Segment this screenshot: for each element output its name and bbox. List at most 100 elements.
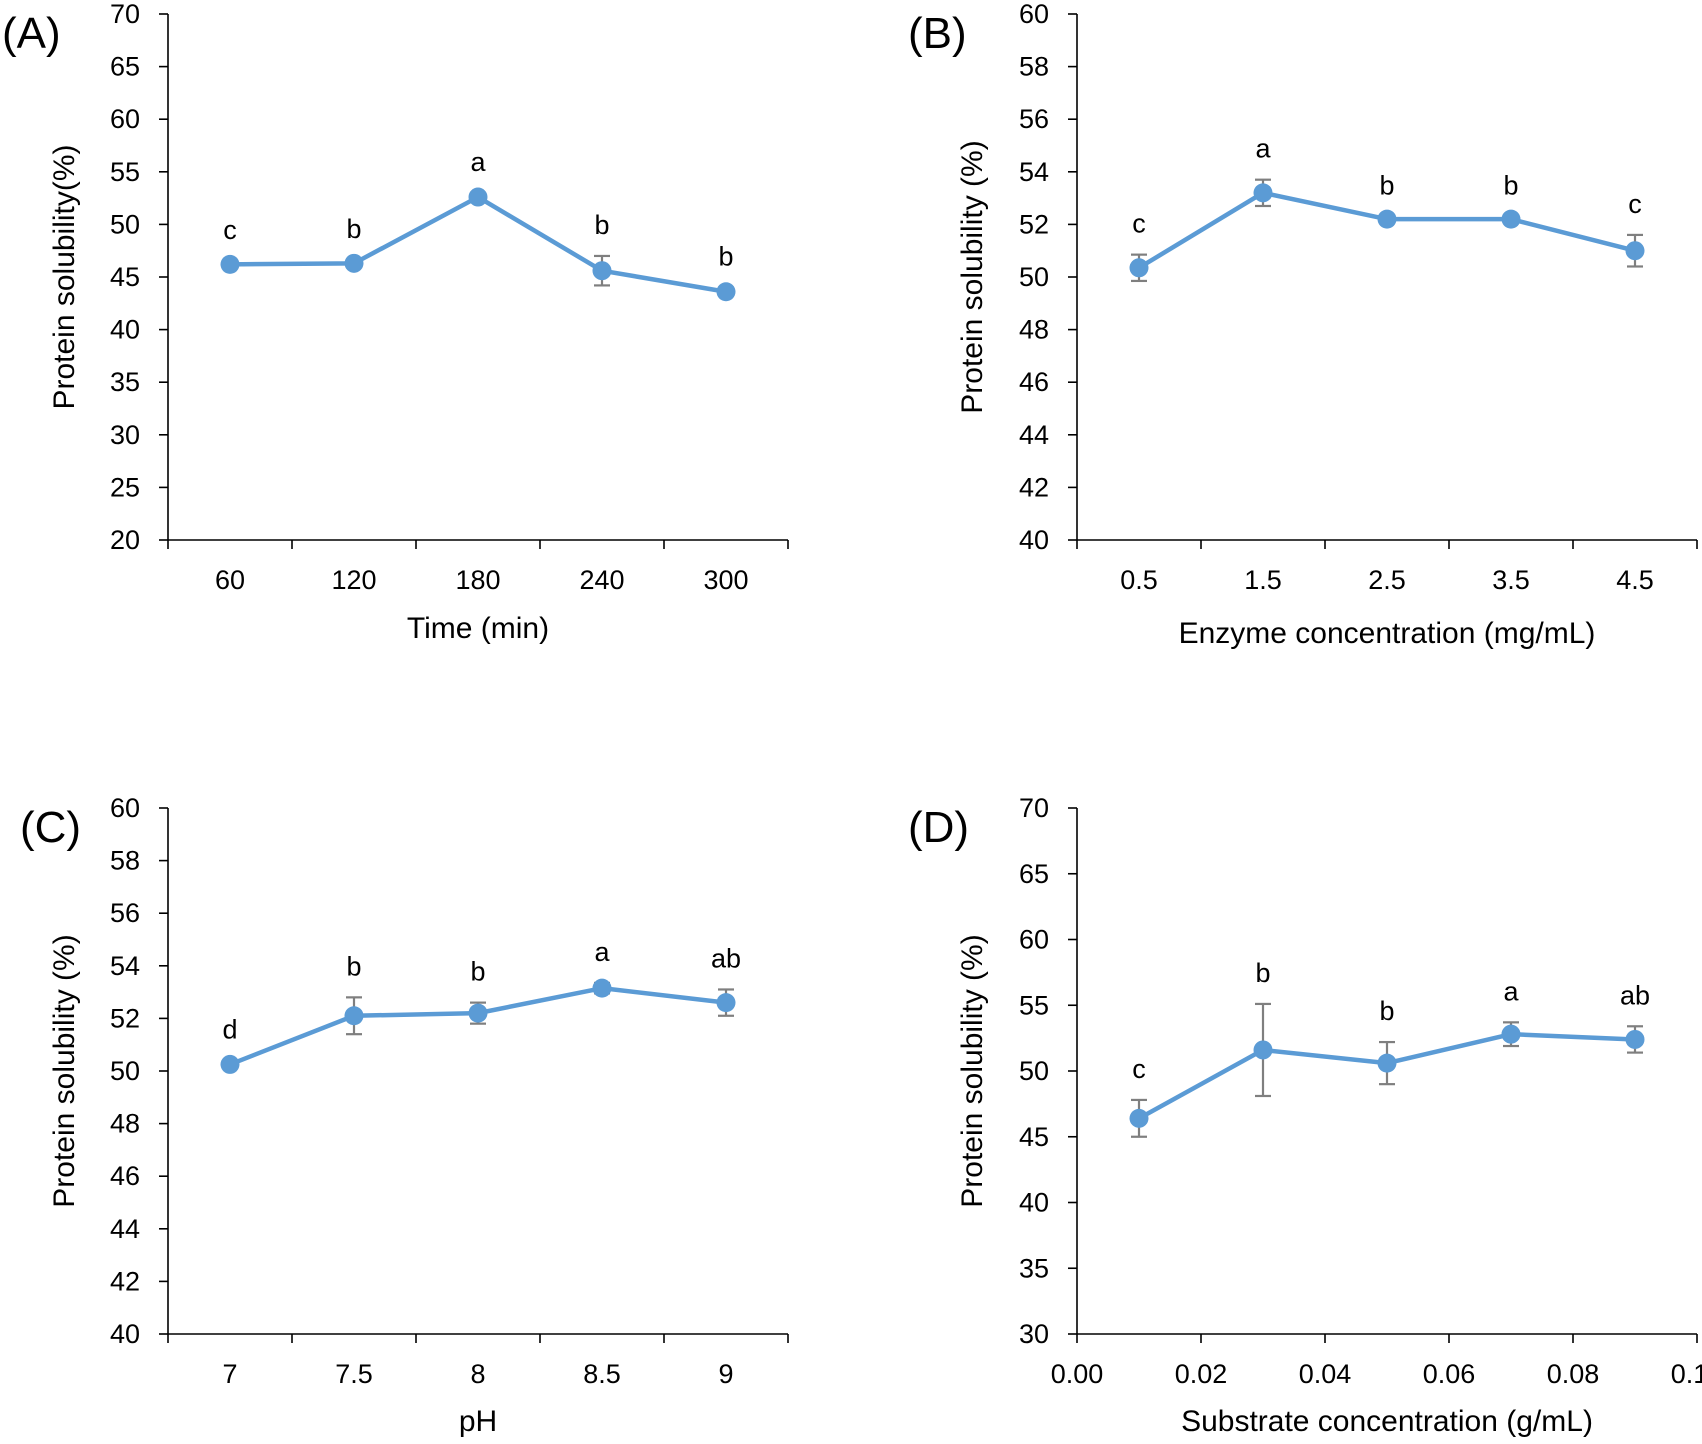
significance-letter: a xyxy=(594,937,610,967)
series-line xyxy=(229,194,727,294)
significance-letter: ab xyxy=(711,943,741,973)
significance-letter: b xyxy=(718,242,733,272)
y-tick-label: 65 xyxy=(110,52,140,82)
x-axis-label: Enzyme concentration (mg/mL) xyxy=(1179,617,1596,650)
x-tick-label: 120 xyxy=(331,565,376,595)
y-tick-label: 40 xyxy=(1019,1188,1049,1218)
panel-label: (D) xyxy=(908,803,969,852)
significance-letter: c xyxy=(1132,209,1146,239)
y-tick-label: 20 xyxy=(110,525,140,555)
x-axis-label: pH xyxy=(459,1405,497,1438)
chart-panel-c: 40 42 44 46 48 50 52 54 56 58 60 7 7.5 8 8.5 9 pH Protein… xyxy=(20,793,789,1438)
x-tick-label: 0.00 xyxy=(1051,1359,1104,1389)
data-point xyxy=(592,978,612,998)
y-tick-label: 35 xyxy=(110,367,140,397)
x-tick-label: 0.02 xyxy=(1175,1359,1228,1389)
x-tick-label: 1.5 xyxy=(1244,565,1282,595)
y-tick-label: 60 xyxy=(1019,925,1049,955)
x-tick-label: 300 xyxy=(703,565,748,595)
y-tick-label: 40 xyxy=(110,315,140,345)
data-point xyxy=(1129,258,1149,278)
y-tick-label: 50 xyxy=(110,1056,140,1086)
y-tick-label: 70 xyxy=(1019,793,1049,823)
y-tick-label: 50 xyxy=(1019,262,1049,292)
y-tick-label: 48 xyxy=(110,1109,140,1139)
x-tick-label: 0.06 xyxy=(1423,1359,1476,1389)
y-tick-label: 44 xyxy=(110,1214,140,1244)
significance-letter: d xyxy=(222,1014,237,1044)
y-tick-label: 70 xyxy=(110,0,140,29)
data-point xyxy=(344,253,364,273)
y-tick-label: 45 xyxy=(1019,1122,1049,1152)
x-axis-label: Substrate concentration (g/mL) xyxy=(1181,1405,1593,1438)
chart-panel-a: 20 25 30 35 40 45 50 55 60 65 70 60 120 180 240 300 Time… xyxy=(2,0,789,645)
x-tick-label: 0.08 xyxy=(1547,1359,1600,1389)
significance-letter: a xyxy=(1255,134,1271,164)
y-tick-label: 65 xyxy=(1019,859,1049,889)
x-tick-label: 180 xyxy=(455,565,500,595)
data-point xyxy=(1129,1108,1149,1128)
significance-letter: ab xyxy=(1620,980,1650,1010)
y-tick-label: 55 xyxy=(110,157,140,187)
y-axis-label: Protein solubility(%) xyxy=(48,144,81,409)
y-tick-label: 46 xyxy=(1019,367,1049,397)
data-point xyxy=(592,261,612,281)
y-tick-label: 30 xyxy=(1019,1319,1049,1349)
y-tick-label: 46 xyxy=(110,1161,140,1191)
x-tick-label: 0.04 xyxy=(1299,1359,1352,1389)
data-point xyxy=(1253,1040,1273,1060)
y-tick-label: 48 xyxy=(1019,315,1049,345)
significance-letter: c xyxy=(1628,189,1642,219)
significance-letter: b xyxy=(470,957,485,987)
x-axis-label: Time (min) xyxy=(407,612,549,645)
x-tick-label: 240 xyxy=(579,565,624,595)
significance-letter: b xyxy=(594,210,609,240)
y-tick-label: 60 xyxy=(110,793,140,823)
x-tick-label: 2.5 xyxy=(1368,565,1406,595)
y-tick-label: 60 xyxy=(110,104,140,134)
significance-letter: c xyxy=(1132,1054,1146,1084)
significance-letter: b xyxy=(1255,958,1270,988)
significance-letter: c xyxy=(223,215,237,245)
y-tick-label: 58 xyxy=(1019,52,1049,82)
series-line xyxy=(229,985,727,1067)
panel-label: (C) xyxy=(20,803,81,852)
x-tick-label: 0.5 xyxy=(1120,565,1158,595)
y-tick-label: 56 xyxy=(1019,104,1049,134)
y-tick-label: 25 xyxy=(110,472,140,502)
y-tick-label: 54 xyxy=(1019,157,1049,187)
data-point xyxy=(468,1003,488,1023)
significance-letter: b xyxy=(1379,171,1394,201)
y-axis-label: Protein solubility (%) xyxy=(956,934,989,1207)
data-point xyxy=(716,282,736,302)
x-tick-label: 0.10 xyxy=(1671,1359,1702,1389)
y-tick-label: 42 xyxy=(110,1266,140,1296)
y-tick-label: 42 xyxy=(1019,472,1049,502)
data-point xyxy=(220,254,240,274)
y-tick-label: 30 xyxy=(110,420,140,450)
data-point xyxy=(1253,183,1273,203)
data-point xyxy=(1625,241,1645,261)
panel-label: (A) xyxy=(2,9,61,58)
y-tick-label: 35 xyxy=(1019,1253,1049,1283)
x-tick-label: 60 xyxy=(215,565,245,595)
x-tick-label: 4.5 xyxy=(1616,565,1654,595)
data-point xyxy=(1625,1029,1645,1049)
x-tick-label: 9 xyxy=(718,1359,733,1389)
data-point xyxy=(716,993,736,1013)
x-tick-label: 7 xyxy=(222,1359,237,1389)
x-tick-label: 3.5 xyxy=(1492,565,1530,595)
y-tick-label: 54 xyxy=(110,951,140,981)
data-point xyxy=(1501,209,1521,229)
x-tick-label: 8 xyxy=(470,1359,485,1389)
y-tick-label: 52 xyxy=(1019,209,1049,239)
y-tick-label: 58 xyxy=(110,846,140,876)
y-axis-label: Protein solubility (%) xyxy=(48,934,81,1207)
y-axis-label: Protein solubility (%) xyxy=(956,140,989,413)
data-point xyxy=(468,187,488,207)
significance-letter: b xyxy=(1503,171,1518,201)
significance-letter: b xyxy=(346,214,361,244)
y-tick-label: 40 xyxy=(110,1319,140,1349)
significance-letter: b xyxy=(346,951,361,981)
y-tick-label: 50 xyxy=(110,209,140,239)
